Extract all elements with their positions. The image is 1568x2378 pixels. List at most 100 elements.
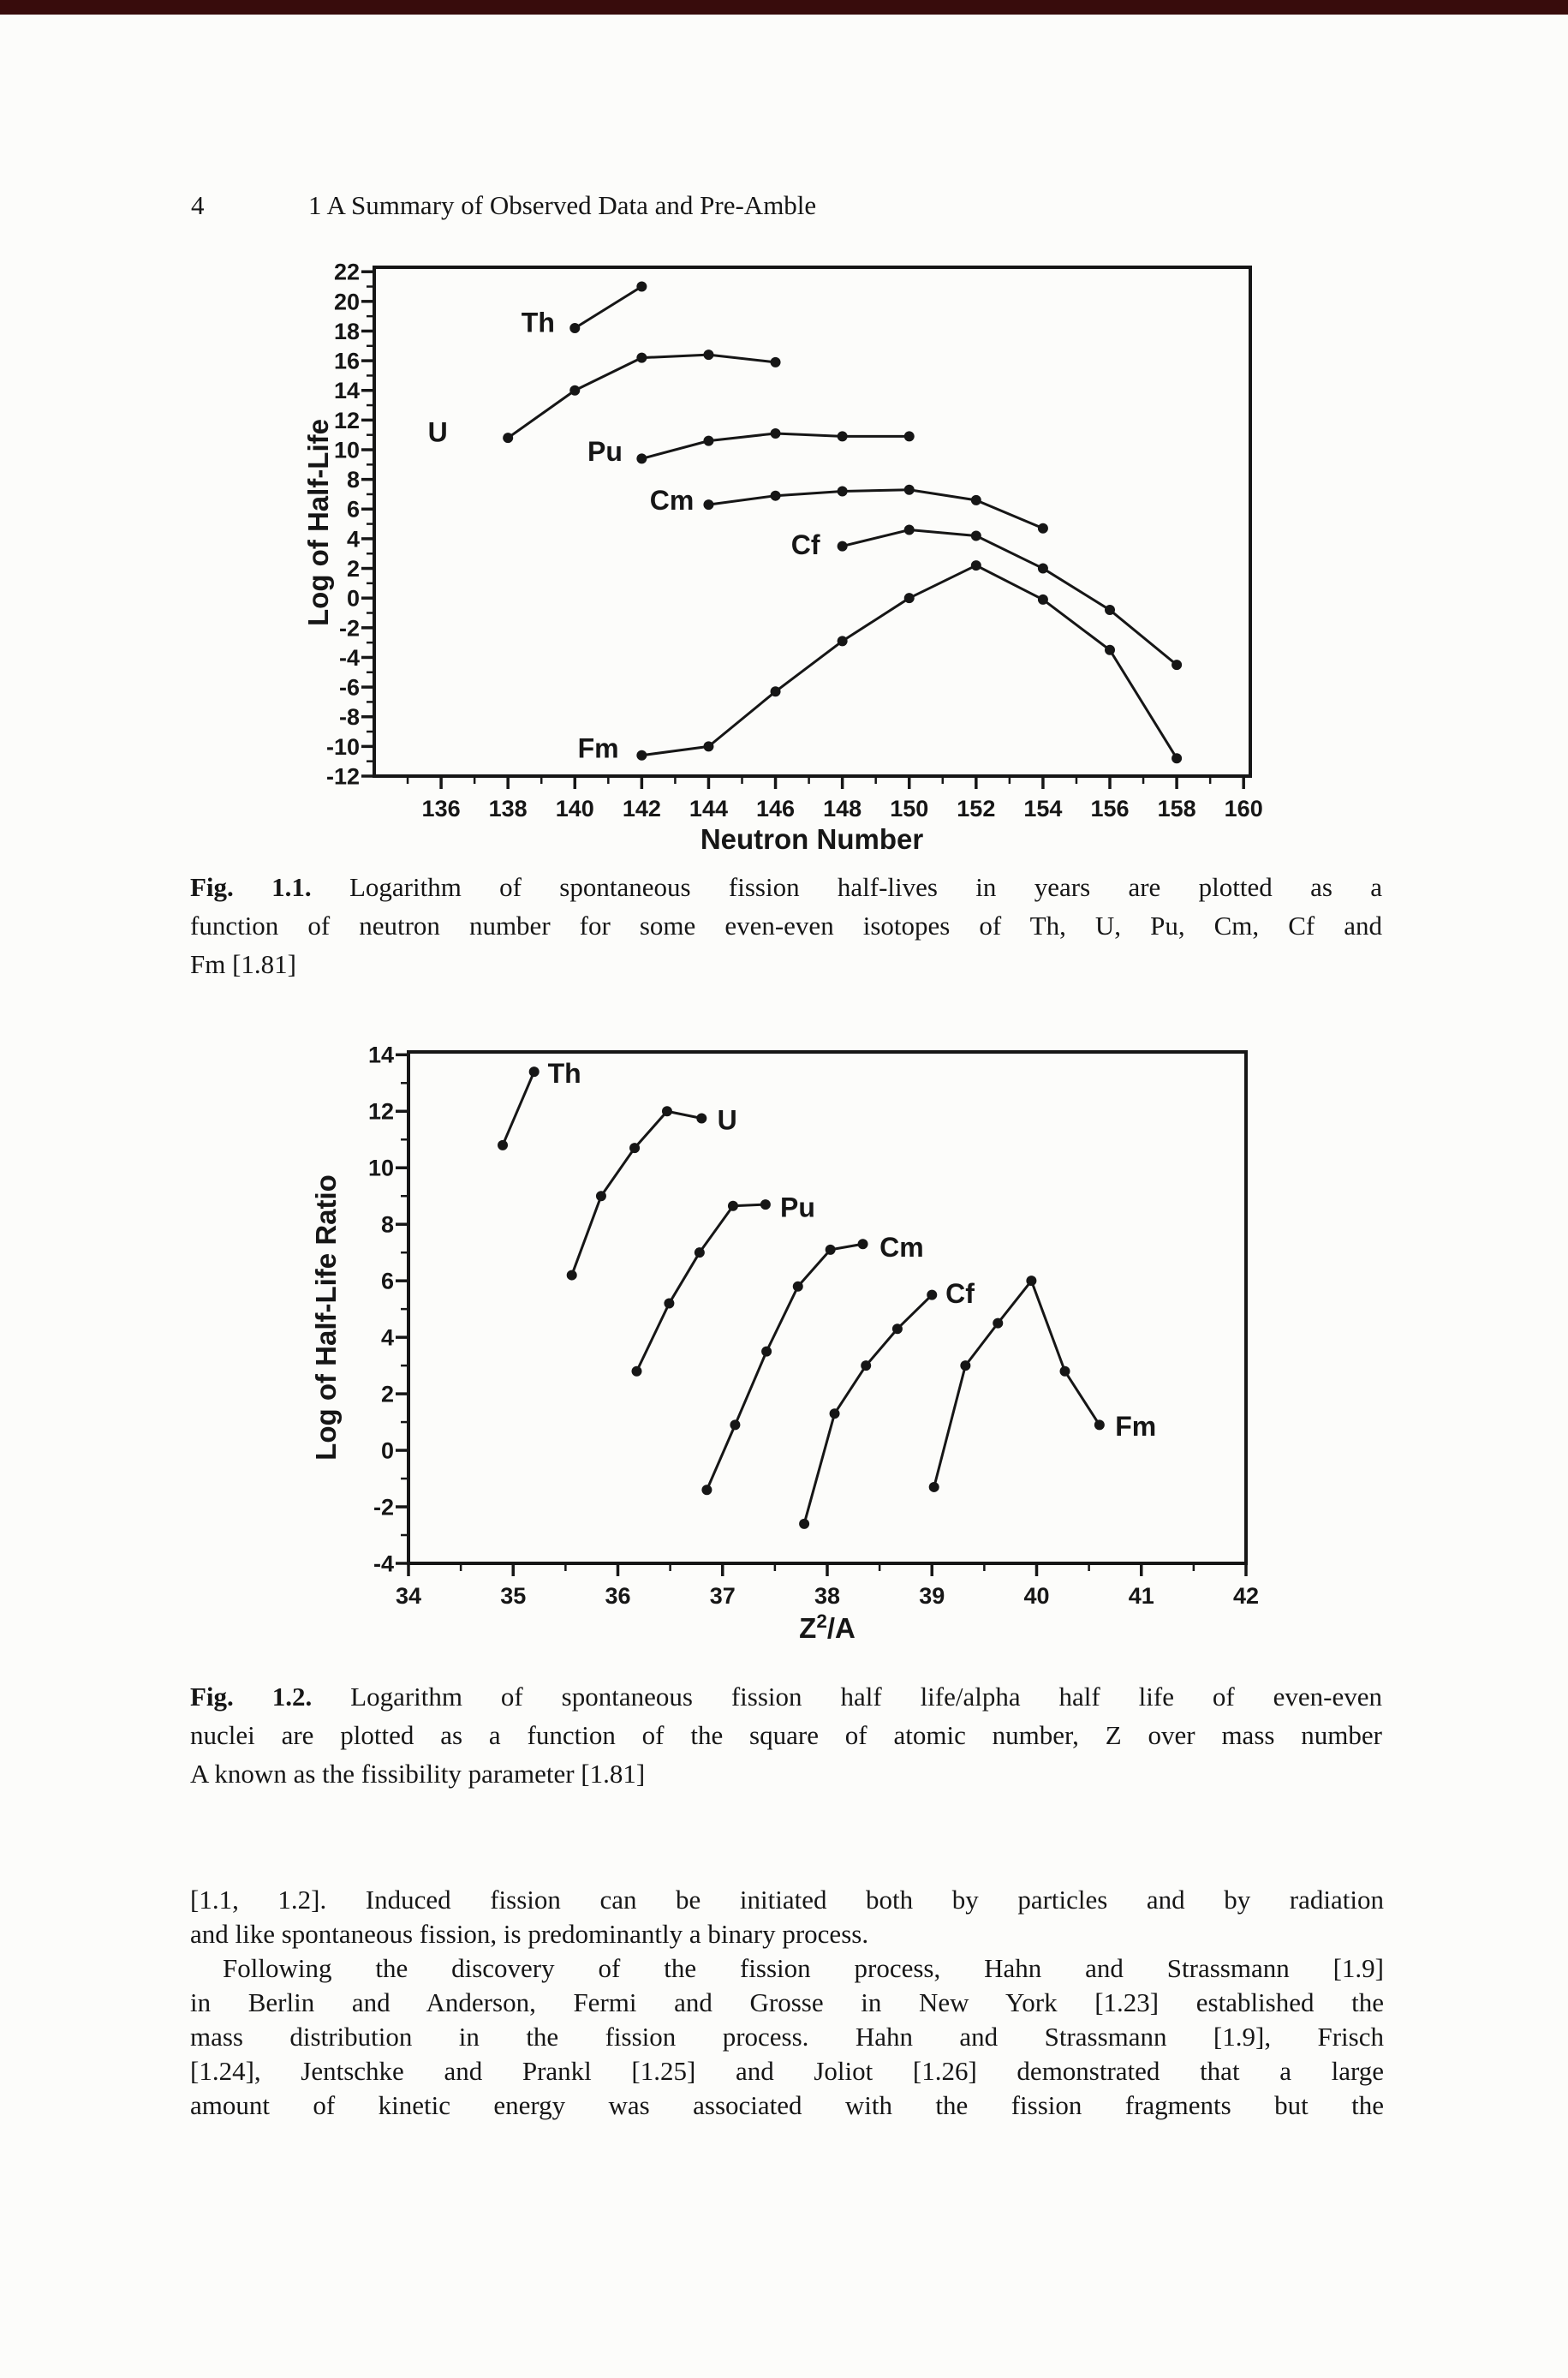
data-point [703,741,714,752]
series-label-U: U [718,1104,737,1135]
svg-text:14: 14 [368,1043,394,1068]
svg-text:35: 35 [500,1583,526,1609]
data-point [569,385,581,396]
body-paragraph: [1.1, 1.2]. Induced fission can be initi… [190,1883,1384,2123]
svg-text:8: 8 [381,1212,394,1238]
svg-text:4: 4 [381,1325,394,1351]
data-point [857,1239,868,1250]
figure-1-2-chart: 34 35 36 37 38 39 40 41 42 -4 -2 0 2 4 6 8 10 12 14 Log of … [310,1043,1259,1644]
series-Th: Th [522,281,647,338]
svg-text:38: 38 [814,1583,840,1609]
series-Cm: Cm [701,1232,924,1496]
svg-text:-10: -10 [326,734,360,760]
series-label-Cm: Cm [650,485,695,516]
data-point [629,1143,641,1154]
svg-text:12: 12 [334,408,360,433]
data-point [1172,660,1183,671]
data-point [664,1298,675,1309]
svg-text:0: 0 [347,586,360,612]
text-line: amount of kinetic energy was associated … [190,2090,1384,2120]
series-Fm: Fm [928,1276,1156,1492]
svg-text:18: 18 [334,319,360,344]
svg-text:152: 152 [957,796,995,822]
figure-1-1-chart: 136 138 140 142 144 146 148 150 152 154 156 158 160-… [302,260,1263,855]
svg-text:160: 160 [1225,796,1263,822]
svg-text:16: 16 [334,349,360,374]
data-point [993,1317,1004,1329]
figure-1-1-caption: Fig. 1.1. Logarithm of spontaneous fissi… [190,868,1382,983]
series-label-Fm: Fm [1115,1411,1156,1442]
series-Cm: Cm [650,484,1048,534]
svg-text:136: 136 [422,796,461,822]
series-Pu: Pu [587,427,915,467]
data-point [903,524,915,535]
data-point [770,427,781,439]
text-line: Fig. 1.1. Logarithm of spontaneous fissi… [190,872,1382,902]
series-U: U [566,1104,737,1281]
series-Cf: Cf [799,1278,975,1529]
svg-text:42: 42 [1233,1583,1259,1609]
data-point [903,484,915,495]
svg-text:142: 142 [623,796,661,822]
svg-text:34: 34 [396,1583,421,1609]
svg-text:138: 138 [489,796,528,822]
svg-text:4: 4 [347,526,360,552]
svg-text:14: 14 [334,378,360,403]
data-point [694,1247,705,1258]
data-point [595,1191,606,1202]
svg-text:36: 36 [605,1583,630,1609]
data-point [970,530,981,541]
data-point [636,750,647,761]
svg-text:-12: -12 [326,763,360,789]
svg-text:2: 2 [347,556,360,582]
data-point [631,1365,642,1377]
text-line: [1.24], Jentschke and Prankl [1.25] and … [190,2056,1384,2086]
data-point [837,431,848,442]
svg-text:8: 8 [347,467,360,493]
svg-text:-6: -6 [339,675,360,701]
text-line: nuclei are plotted as a function of the … [190,1720,1382,1750]
svg-text:6: 6 [347,497,360,523]
text-line: Fig. 1.2. Logarithm of spontaneous fissi… [190,1682,1382,1712]
series-label-Cf: Cf [791,529,820,560]
data-point [861,1360,872,1371]
data-point [928,1481,939,1492]
svg-text:10: 10 [368,1156,394,1181]
data-point [825,1244,836,1255]
axes: 34 35 36 37 38 39 40 41 42 -4 -2 0 2 4 6 8 10 12 14 [368,1043,1259,1609]
svg-text:41: 41 [1129,1583,1154,1609]
series-label-U: U [428,416,448,447]
text-line: Following the discovery of the fission p… [223,1953,1384,1983]
figure-1-2-caption: Fig. 1.2. Logarithm of spontaneous fissi… [190,1677,1382,1793]
svg-text:40: 40 [1023,1583,1049,1609]
svg-text:150: 150 [890,796,928,822]
y-axis-title: Log of Half-Life Ratio [310,1174,342,1461]
axes: 136 138 140 142 144 146 148 150 152 154 156 158 160-… [326,260,1263,822]
data-point [696,1113,707,1124]
data-point [1172,753,1183,764]
svg-text:148: 148 [823,796,862,822]
data-point [703,350,714,361]
data-point [1059,1365,1070,1377]
data-point [1105,605,1116,616]
text-line: function of neutron number for some even… [190,911,1382,941]
data-point [792,1281,803,1292]
svg-text:22: 22 [334,260,360,285]
x-axis-title: Z2/A [799,1610,856,1644]
data-point [569,323,581,334]
data-point [636,352,647,363]
svg-text:146: 146 [756,796,795,822]
text-line: Fm [1.81] [190,949,296,979]
figure-label: Fig. 1.2. [190,1682,313,1712]
data-point [503,433,514,444]
svg-text:10: 10 [334,437,360,463]
data-point [661,1106,672,1117]
data-point [761,1346,772,1357]
data-point [498,1139,509,1150]
data-point [636,281,647,292]
series-label-Pu: Pu [587,436,623,467]
data-point [829,1408,840,1419]
data-point [837,486,848,497]
data-point [703,499,714,511]
